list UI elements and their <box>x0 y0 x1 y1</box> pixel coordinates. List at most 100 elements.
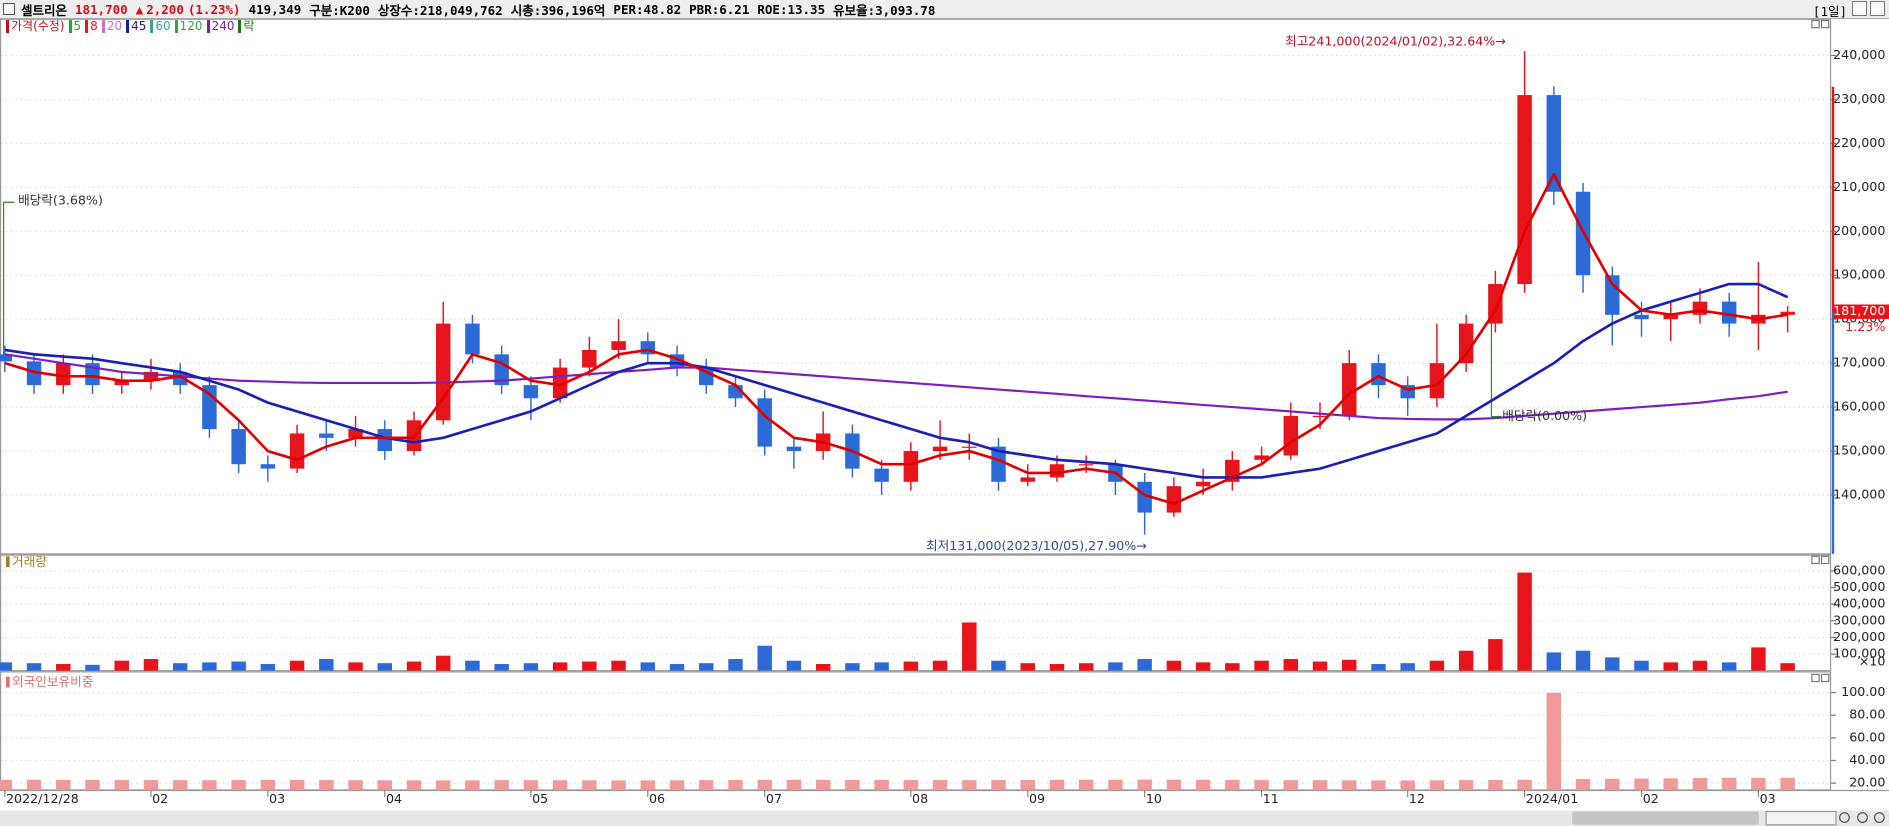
bar <box>1721 777 1737 790</box>
bar <box>1692 778 1708 790</box>
close-button[interactable] <box>1870 1 1885 16</box>
x-tick-label: 02 <box>152 791 168 806</box>
y-tick-label: 300,000 <box>1833 612 1885 627</box>
checkbox[interactable] <box>3 3 15 15</box>
y-tick-label: 60.00 <box>1849 729 1885 744</box>
bar <box>319 659 334 671</box>
period-button[interactable]: [1일] <box>1812 4 1847 19</box>
bar <box>1166 779 1182 790</box>
bar <box>611 780 626 790</box>
x-tick-label: 03 <box>1760 791 1776 806</box>
change-arrow: ▲ <box>135 1 144 17</box>
bar <box>1225 663 1240 671</box>
x-tick-label: 08 <box>912 791 928 806</box>
bar <box>1780 777 1795 790</box>
bar <box>786 779 802 790</box>
bar <box>874 662 889 671</box>
legend-entry: 60 <box>150 20 171 33</box>
annotation: 배당락(3.68%) <box>18 193 103 208</box>
bar <box>348 780 363 790</box>
bar <box>85 664 100 671</box>
zoom-out-button[interactable] <box>1839 812 1850 823</box>
x-tick-label: 09 <box>1029 791 1045 806</box>
annotation: 최저131,000(2023/10/05),27.90%→ <box>926 538 1147 553</box>
bar <box>991 780 1006 790</box>
bar <box>1049 664 1065 671</box>
bar <box>1634 660 1649 671</box>
bar <box>1342 780 1357 790</box>
bar <box>1575 650 1591 671</box>
candle-body <box>1020 477 1035 482</box>
bar <box>1371 780 1386 790</box>
bar <box>1488 639 1503 671</box>
bar <box>552 662 568 671</box>
bar <box>611 660 626 671</box>
legend-entry: 120 <box>174 20 203 33</box>
legend-entry: 8 <box>85 20 98 33</box>
candle-body <box>435 323 451 421</box>
bar <box>552 780 568 790</box>
bar <box>231 780 246 790</box>
info: 상장수:218,049,762 <box>377 2 503 18</box>
legend-entry: 45 <box>126 20 146 33</box>
bar <box>1108 662 1123 671</box>
restore-button[interactable] <box>1852 1 1867 16</box>
bar <box>1312 780 1328 790</box>
info: 시총:396,196억 <box>510 2 606 18</box>
candle-body <box>1312 415 1328 418</box>
scrollbar-thumb[interactable] <box>1572 811 1759 825</box>
bar <box>932 660 948 671</box>
price-panel <box>0 18 1832 555</box>
bar <box>143 780 159 790</box>
bar <box>845 779 860 790</box>
candle-body <box>1166 486 1182 513</box>
bar <box>728 780 743 790</box>
y-tick-label: 40.00 <box>1849 752 1885 767</box>
bar <box>1108 779 1123 790</box>
y-tick-label: 140,000 <box>1833 486 1885 501</box>
bar <box>1634 778 1649 790</box>
candle-body <box>1371 363 1386 386</box>
y-tick-label: 100,000 <box>1833 646 1885 661</box>
bar <box>319 780 334 790</box>
bar <box>1195 662 1211 671</box>
bar <box>1429 660 1445 671</box>
bar <box>1751 777 1766 790</box>
bar <box>815 779 831 790</box>
bar <box>757 645 772 671</box>
x-tick-label: 2022/12/28 <box>6 791 79 806</box>
y-tick-label: 210,000 <box>1833 179 1885 194</box>
y-tick-label: 150,000 <box>1833 443 1885 458</box>
scrollbar[interactable] <box>0 810 1889 826</box>
bar <box>406 780 422 790</box>
bar <box>962 780 977 790</box>
bar <box>1283 780 1299 790</box>
zoom-in-button[interactable] <box>1873 812 1885 823</box>
info: 구분:K200 <box>309 2 370 18</box>
legend-entry: 락 <box>238 20 255 33</box>
bar <box>465 780 480 790</box>
zoom-reset-button[interactable] <box>1857 812 1868 823</box>
bar <box>786 660 802 671</box>
bar <box>903 780 919 790</box>
info: PBR:6.21 <box>689 1 750 17</box>
info: 유보율:3,093.78 <box>833 2 936 18</box>
change-label: 1.23% <box>1845 319 1885 334</box>
price: 181,700 <box>75 1 128 17</box>
candle-body <box>991 446 1006 482</box>
bar <box>1195 779 1211 790</box>
bar <box>348 662 363 671</box>
y-tick-label: 190,000 <box>1833 267 1885 282</box>
candle-body <box>699 367 714 386</box>
moving-average-line <box>4 172 1788 506</box>
price-tag-label: 181,700 <box>1833 303 1885 318</box>
bar <box>1546 652 1562 671</box>
y-tick-label: 200,000 <box>1833 629 1885 644</box>
bar <box>1137 659 1152 671</box>
zoom-slider[interactable] <box>1765 810 1837 826</box>
moving-average-line <box>4 282 1789 479</box>
bar <box>640 780 656 790</box>
bar <box>1751 647 1766 671</box>
bar <box>1400 663 1415 671</box>
